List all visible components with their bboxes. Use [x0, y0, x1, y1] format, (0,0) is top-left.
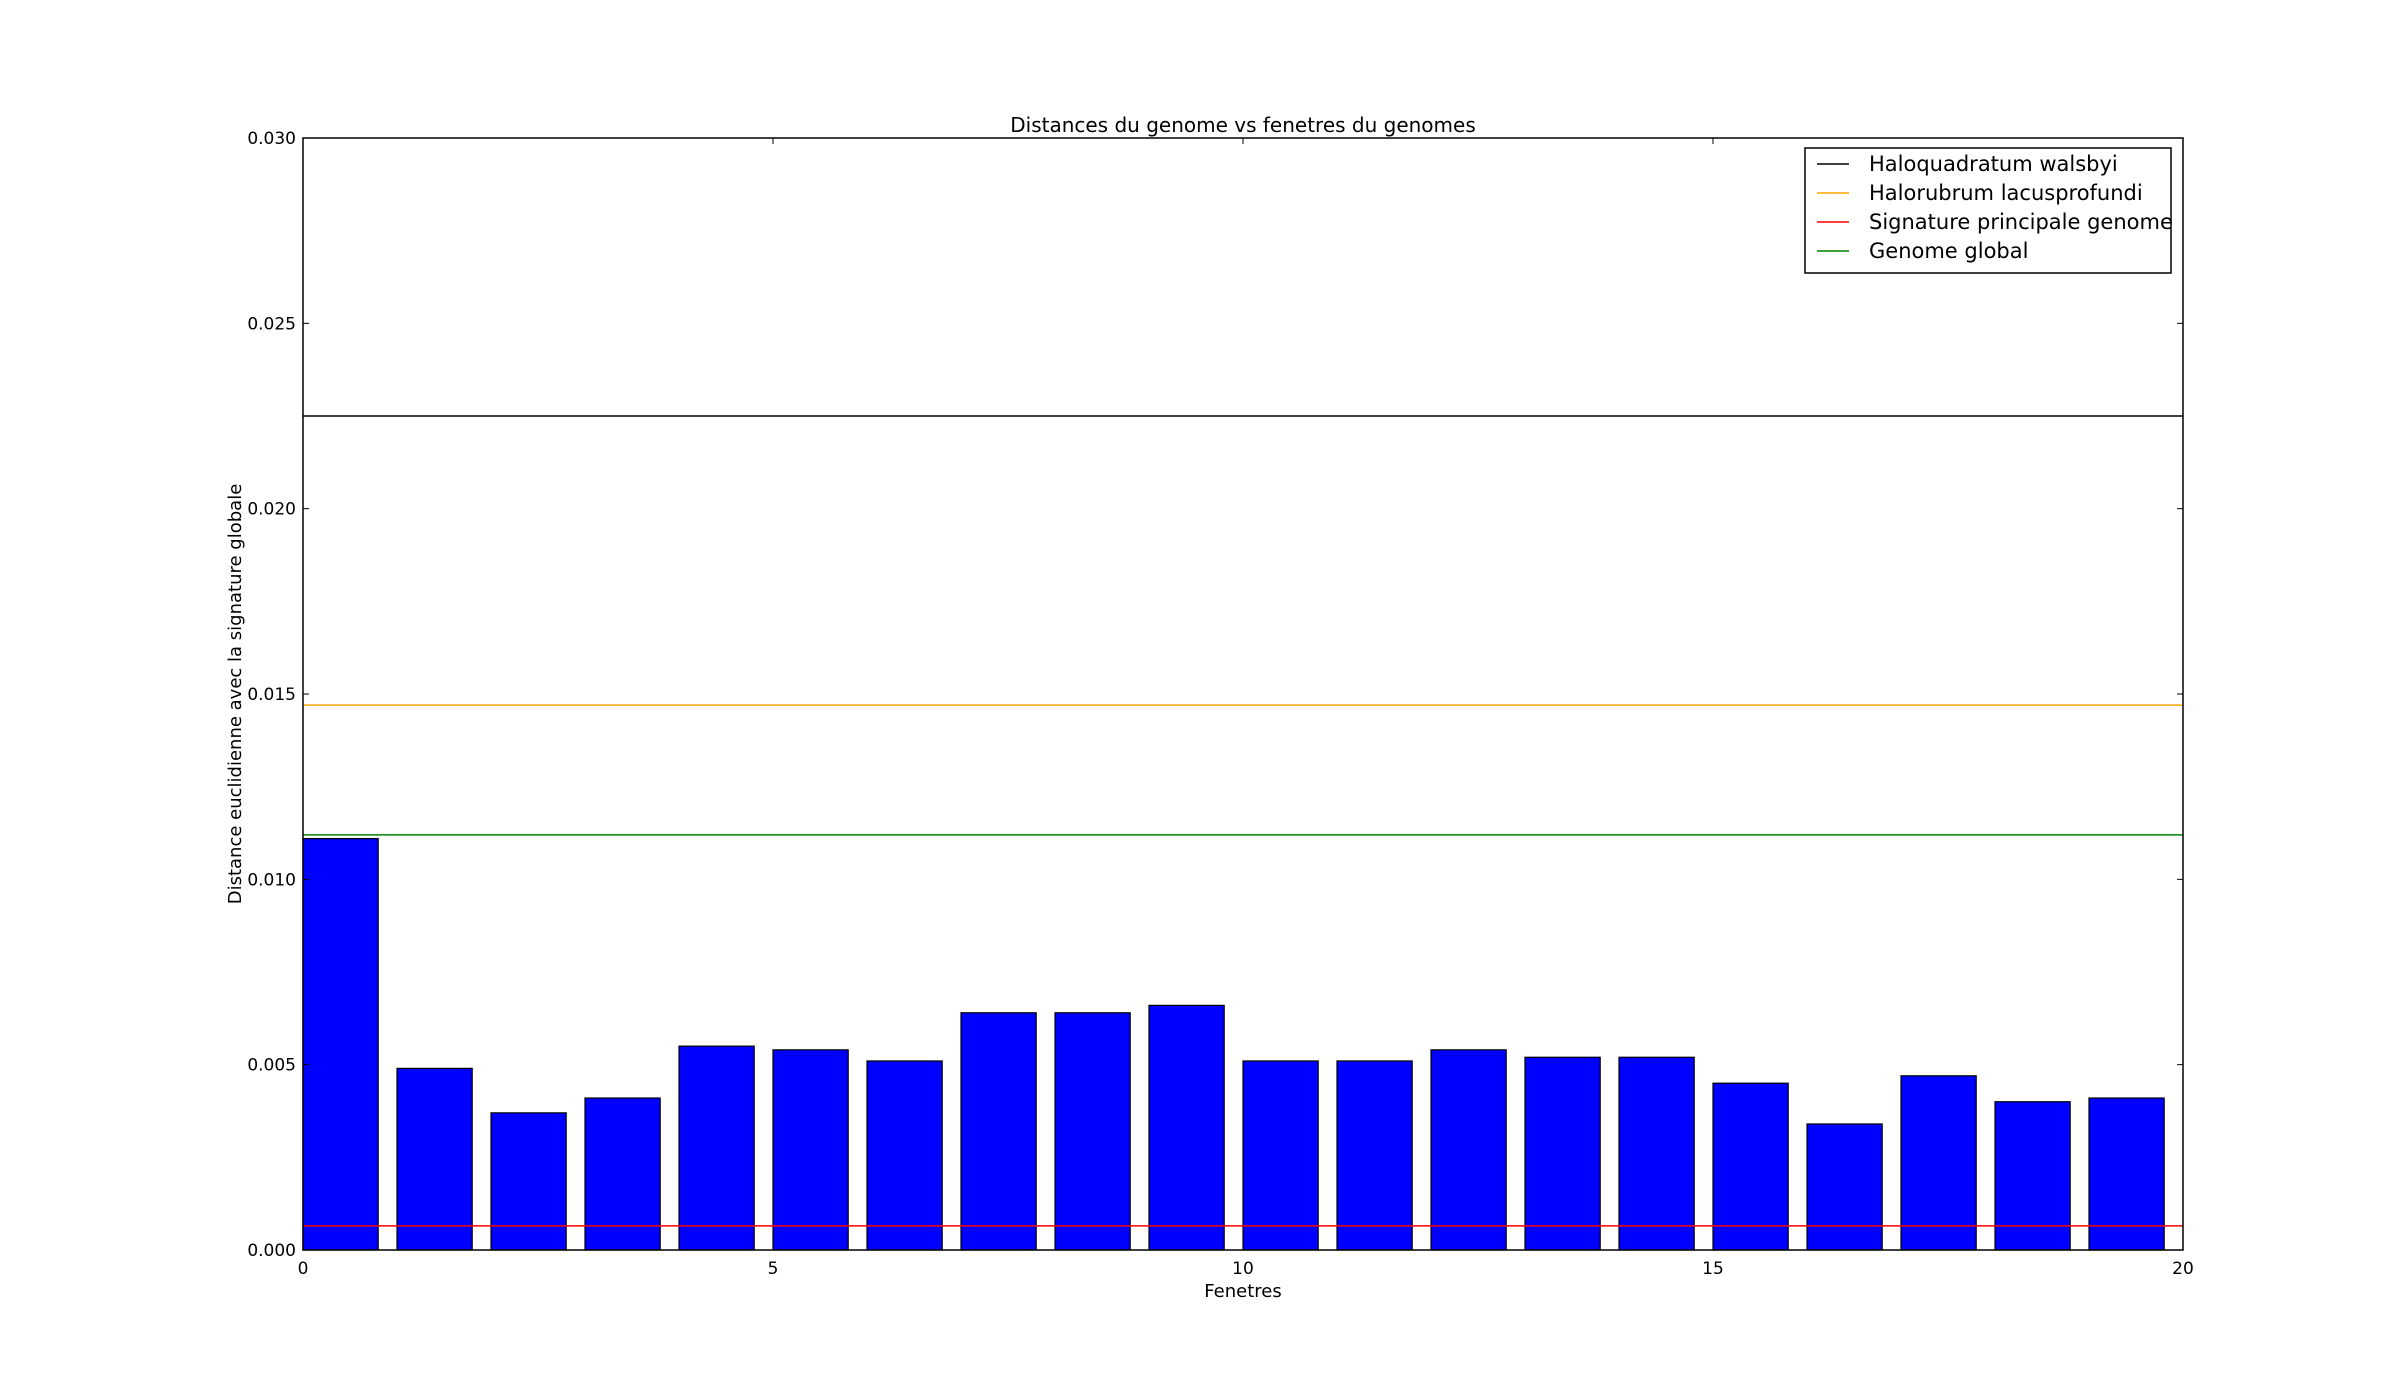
bar [772, 1049, 849, 1251]
legend-label: Genome global [1869, 239, 2028, 263]
y-tick-label: 0.015 [247, 685, 296, 705]
x-tick-label: 0 [298, 1259, 309, 1279]
axis-ticks: 0 5 10 15 20 0.000 0.005 0.010 0.015 0.020 0.025 0.… [247, 129, 2193, 1279]
bar [1430, 1049, 1507, 1251]
legend: Haloquadratum walsbyi Halorubrum lacuspro… [1804, 147, 2173, 274]
bar [1054, 1012, 1131, 1251]
bar [1618, 1056, 1695, 1251]
y-tick-label: 0.010 [247, 870, 296, 890]
bar [1242, 1060, 1319, 1251]
x-tick-label: 15 [1702, 1259, 1724, 1279]
x-tick-label: 10 [1232, 1259, 1254, 1279]
x-tick-label: 20 [2172, 1259, 2194, 1279]
bar [584, 1097, 661, 1251]
y-tick-label: 0.030 [247, 129, 296, 149]
legend-label: Haloquadratum walsbyi [1869, 152, 2118, 176]
bar [396, 1067, 473, 1251]
bar [302, 837, 379, 1251]
y-tick-label: 0.000 [247, 1241, 296, 1261]
y-tick-label: 0.025 [247, 314, 296, 334]
x-tick-label: 5 [768, 1259, 779, 1279]
bar [678, 1045, 755, 1251]
bar [1524, 1056, 1601, 1251]
legend-label: Signature principale genome [1869, 210, 2173, 234]
bar [490, 1112, 567, 1251]
bar [1148, 1004, 1225, 1251]
y-tick-label: 0.020 [247, 500, 296, 520]
bars-layer [302, 837, 2165, 1251]
legend-box [1804, 147, 2172, 274]
bar [1900, 1075, 1977, 1251]
chart-title: Distances du genome vs fenetres du genom… [1010, 113, 1476, 137]
bar [2088, 1097, 2165, 1251]
legend-label: Halorubrum lacusprofundi [1869, 181, 2143, 205]
x-axis-label: Fenetres [1204, 1281, 1281, 1302]
bar [1712, 1082, 1789, 1251]
y-tick-label: 0.005 [247, 1056, 296, 1076]
bar [1806, 1123, 1883, 1251]
bar [866, 1060, 943, 1251]
bar [1994, 1101, 2071, 1251]
bar [1336, 1060, 1413, 1251]
reference-lines-layer [303, 415, 2183, 1227]
y-axis-label: Distance euclidienne avec la signature g… [225, 484, 246, 905]
bar [960, 1012, 1037, 1251]
